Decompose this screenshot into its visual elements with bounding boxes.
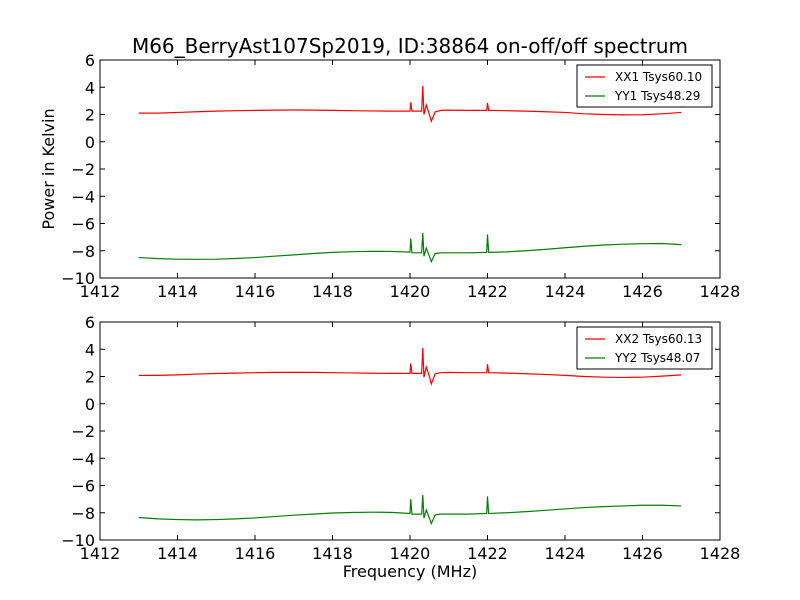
y-tick-label: 2 <box>85 106 95 125</box>
y-tick-label: −8 <box>71 504 95 523</box>
x-tick-label: 1416 <box>235 282 276 301</box>
chart-title: M66_BerryAst107Sp2019, ID:38864 on-off/o… <box>132 34 688 58</box>
y-tick-label: −8 <box>71 242 95 261</box>
x-tick-label: 1414 <box>157 544 198 563</box>
x-tick-label: 1418 <box>312 544 353 563</box>
y-tick-label: 2 <box>85 368 95 387</box>
x-tick-label: 1426 <box>622 544 663 563</box>
x-tick-label: 1426 <box>622 282 663 301</box>
x-tick-label: 1420 <box>390 544 431 563</box>
y-tick-label: 0 <box>85 133 95 152</box>
legend: XX1 Tsys60.10 YY1 Tsys48.29 <box>576 64 713 108</box>
top-panel: 1412 1414 1416 1418 1420 1422 1424 1426 1428 6 4 2 0… <box>61 51 740 301</box>
y-axis-label: Power in Kelvin <box>39 108 58 229</box>
x-tick-label: 1424 <box>545 544 586 563</box>
legend-box <box>576 326 713 370</box>
bottom-panel: 1412 1414 1416 1418 1420 1422 1424 1426 1428 6 4 2 0… <box>61 313 740 563</box>
x-tick-label: 1414 <box>157 282 198 301</box>
legend: XX2 Tsys60.13 YY2 Tsys48.07 <box>576 326 713 370</box>
y-tick-label: 4 <box>85 78 95 97</box>
y-tick-label: −6 <box>71 477 95 496</box>
legend-entry: XX2 Tsys60.13 <box>615 332 702 346</box>
y-tick-label: −2 <box>71 160 95 179</box>
legend-entry: YY1 Tsys48.29 <box>614 89 700 103</box>
y-tick-label: −4 <box>71 449 95 468</box>
x-axis-label: Frequency (MHz) <box>343 562 477 581</box>
series-line-2-1 <box>138 347 682 386</box>
x-tick-label: 1428 <box>700 544 741 563</box>
y-tick-label: 0 <box>85 395 95 414</box>
legend-entry: YY2 Tsys48.07 <box>614 351 700 365</box>
series-line-1-2 <box>138 233 682 264</box>
series-line-2-2 <box>138 495 682 526</box>
series-line-1-1 <box>138 85 682 124</box>
x-tick-label: 1424 <box>545 282 586 301</box>
y-tick-label: −6 <box>71 215 95 234</box>
legend-entry: XX1 Tsys60.10 <box>615 70 702 84</box>
x-tick-label: 1422 <box>467 282 508 301</box>
y-tick-label: −2 <box>71 422 95 441</box>
y-tick-label: −10 <box>61 269 95 288</box>
x-tick-label: 1420 <box>390 282 431 301</box>
x-tick-label: 1418 <box>312 282 353 301</box>
x-tick-label: 1422 <box>467 544 508 563</box>
y-tick-label: 6 <box>85 313 95 332</box>
y-tick-label: 4 <box>85 340 95 359</box>
x-tick-label: 1412 <box>80 282 121 301</box>
x-tick-label: 1416 <box>235 544 276 563</box>
y-tick-label: −4 <box>71 187 95 206</box>
x-tick-label: 1428 <box>700 282 741 301</box>
y-tick-label: 6 <box>85 51 95 70</box>
x-tick-label: 1412 <box>80 544 121 563</box>
y-tick-label: −10 <box>61 531 95 550</box>
legend-box <box>576 64 713 108</box>
